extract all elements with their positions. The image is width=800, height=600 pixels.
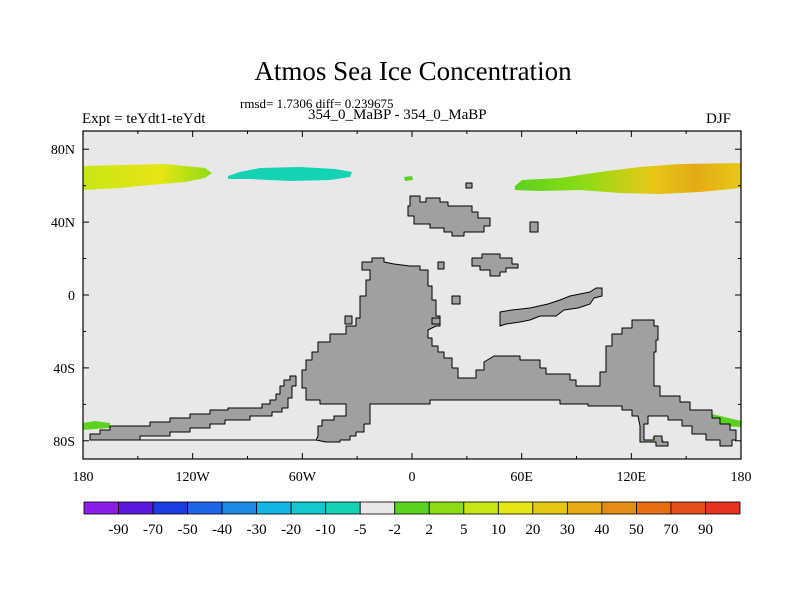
- colorbar-label: -2: [388, 522, 401, 538]
- colorbar-label: 5: [460, 522, 468, 538]
- colorbar-swatch: [187, 501, 223, 515]
- y-tick-label: 0: [68, 289, 75, 304]
- land-islet-1: [344, 315, 353, 325]
- y-tick-label: 80N: [51, 143, 75, 158]
- x-tick-label: 60E: [510, 470, 533, 485]
- x-tick-label: 120E: [617, 470, 647, 485]
- colorbar-label: -70: [143, 522, 163, 538]
- colorbar: -90 -70 -50 -40 -30 -20 -10 -5 -2 2 5 10 20 30 40 50 70 9…: [83, 501, 741, 538]
- x-tick-label: 180: [73, 470, 94, 485]
- colorbar-label: -5: [354, 522, 367, 538]
- ice-southern-west: [83, 421, 110, 430]
- colorbar-swatch: [394, 501, 430, 515]
- x-tick-label: 60W: [289, 470, 317, 485]
- x-tick-label: 0: [409, 470, 416, 485]
- colorbar-label: -10: [316, 522, 336, 538]
- y-tick-label: 40N: [51, 216, 75, 231]
- y-tick-label: 80S: [53, 435, 75, 450]
- colorbar-label: -40: [212, 522, 232, 538]
- land-main-continent: [89, 257, 737, 447]
- colorbar-label: -30: [247, 522, 267, 538]
- y-tick-label: 40S: [53, 362, 75, 377]
- colorbar-swatch: [532, 501, 568, 515]
- colorbar-label: 70: [663, 522, 678, 538]
- colorbar-swatch: [566, 501, 603, 515]
- land-layer: [89, 182, 737, 447]
- colorbar-label: 90: [698, 522, 713, 538]
- colorbar-swatch: [601, 501, 637, 515]
- colorbar-swatch: [221, 501, 258, 515]
- chart-title: Atmos Sea Ice Concentration: [254, 56, 572, 86]
- colorbar-label: 10: [491, 522, 506, 538]
- colorbar-swatch: [428, 501, 465, 515]
- colorbar-swatch: [636, 501, 672, 515]
- colorbar-label: -20: [281, 522, 301, 538]
- colorbar-label: 40: [594, 522, 609, 538]
- land-northern-continent: [407, 195, 491, 237]
- colorbar-label: -50: [178, 522, 198, 538]
- colorbar-label: 20: [525, 522, 540, 538]
- colorbar-label: 50: [629, 522, 644, 538]
- colorbar-swatch: [256, 501, 292, 515]
- colorbar-swatch: [325, 501, 361, 515]
- land-islet-5: [529, 221, 539, 233]
- x-tick-label: 120W: [176, 470, 211, 485]
- experiment-label: Expt = teYdt1-teYdt: [82, 111, 206, 127]
- land-islet-2: [437, 261, 445, 270]
- colorbar-swatch: [705, 501, 741, 515]
- colorbar-label: 2: [426, 522, 434, 538]
- land-islet-4: [431, 317, 441, 325]
- land-islet-3: [451, 295, 461, 305]
- ice-arctic-east: [515, 163, 741, 194]
- ice-arctic-speck: [404, 176, 413, 181]
- colorbar-label: -90: [109, 522, 129, 538]
- colorbar-swatch: [83, 501, 119, 515]
- colorbar-swatch: [497, 501, 534, 515]
- ice-arctic-central: [228, 167, 352, 181]
- land-east-island: [471, 253, 519, 277]
- land-east-arm: [499, 287, 603, 327]
- chart-subtitle: rmsd= 1.7306 diff= 0.239675: [240, 96, 394, 111]
- x-tick-label: 180: [731, 470, 752, 485]
- colorbar-swatch: [118, 501, 154, 515]
- colorbar-swatch: [463, 501, 499, 515]
- axes: 180 120W 60W 0 60E 120E 180 80N 40N 0 40S 80S: [51, 131, 752, 485]
- case-label: 354_0_MaBP - 354_0_MaBP: [308, 107, 487, 123]
- colorbar-swatch: [670, 501, 706, 515]
- colorbar-swatch: [359, 501, 396, 515]
- ice-arctic-west: [83, 164, 212, 190]
- land-islet-6: [465, 182, 473, 189]
- colorbar-swatch: [290, 501, 327, 515]
- colorbar-label: 30: [560, 522, 575, 538]
- colorbar-swatch: [152, 501, 188, 515]
- season-label: DJF: [706, 111, 732, 127]
